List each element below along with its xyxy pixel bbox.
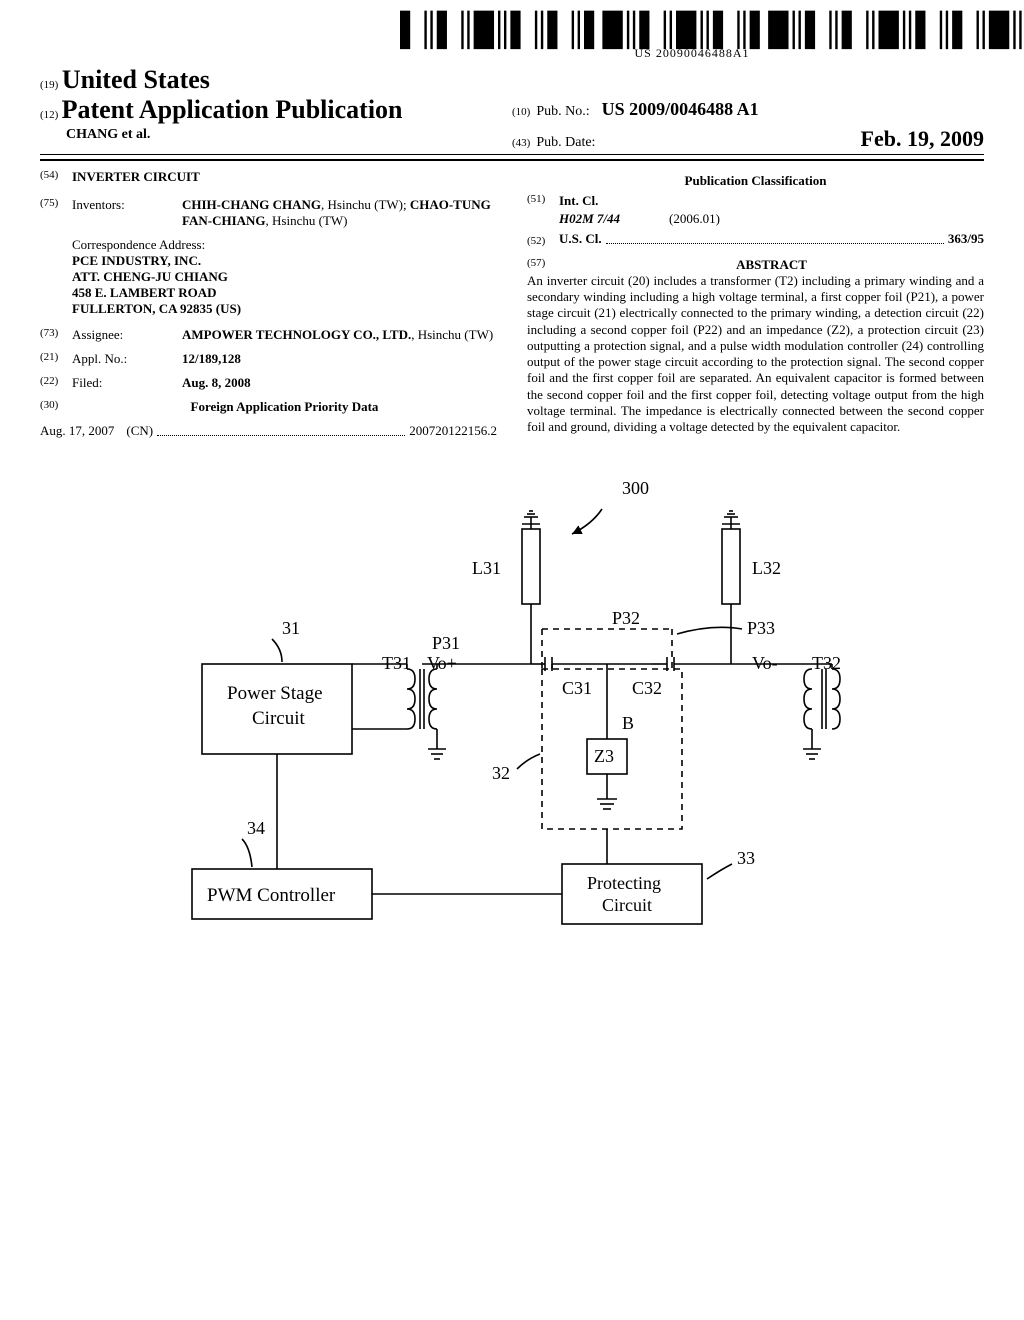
label-300: 300: [622, 478, 649, 498]
filed-num: (22): [40, 375, 72, 391]
svg-text:B: B: [622, 713, 634, 733]
country-num: (19): [40, 79, 58, 91]
corr-line-1: ATT. CHENG-JU CHIANG: [72, 269, 497, 285]
pubdate-label: Pub. Date:: [536, 135, 595, 151]
dotted-line: [157, 425, 405, 436]
authors: CHANG et al.: [66, 127, 150, 142]
title-num: (54): [40, 169, 72, 185]
foreign-title: Foreign Application Priority Data: [72, 399, 497, 415]
svg-text:T31: T31: [382, 653, 411, 673]
svg-text:P33: P33: [747, 618, 775, 638]
applno-num: (21): [40, 351, 72, 367]
abstract-num: (57): [527, 257, 559, 273]
barcode-icon: ▌║▌║█║▌║▌║▌█║▌║█║▌║▌█║▌║▌║█║▌║▌║█║▌: [400, 20, 984, 44]
applno-value: 12/189,128: [182, 351, 497, 367]
pubno-value: US 2009/0046488 A1: [602, 99, 759, 120]
uscl-label: U.S. Cl.: [559, 231, 602, 247]
foreign-num: (30): [40, 399, 72, 415]
abstract-text: An inverter circuit (20) includes a tran…: [527, 273, 984, 436]
filed-value: Aug. 8, 2008: [182, 375, 497, 391]
svg-text:Z3: Z3: [594, 746, 614, 766]
intcl-code: H02M 7/44: [559, 211, 669, 227]
svg-text:Circuit: Circuit: [252, 708, 305, 729]
svg-text:PWM Controller: PWM Controller: [207, 885, 336, 906]
dotted-line-2: [606, 233, 944, 244]
foreign-cc: (CN): [126, 423, 153, 439]
svg-text:L31: L31: [472, 558, 501, 578]
country: United States: [62, 65, 210, 94]
class-title: Publication Classification: [527, 173, 984, 189]
kind: Patent Application Publication: [62, 95, 403, 124]
uscl-num: (52): [527, 235, 559, 247]
inventors-num: (75): [40, 197, 72, 229]
corr-line-3: FULLERTON, CA 92835 (US): [72, 301, 497, 317]
kind-num: (12): [40, 109, 58, 121]
circuit-diagram: 300 L31 L32 P31 P32 P33: [40, 469, 984, 989]
svg-text:Protecting: Protecting: [587, 873, 661, 893]
corr-label: Correspondence Address:: [72, 237, 497, 253]
barcode-block: ▌║▌║█║▌║▌║▌█║▌║█║▌║▌█║▌║▌║█║▌║▌║█║▌ US 2…: [400, 20, 984, 61]
abstract-title: ABSTRACT: [559, 257, 984, 273]
applno-label: Appl. No.:: [72, 351, 182, 367]
intcl-label: Int. Cl.: [559, 193, 598, 209]
svg-text:C31: C31: [562, 678, 592, 698]
svg-text:34: 34: [247, 818, 265, 838]
svg-text:P32: P32: [612, 608, 640, 628]
corr-line-2: 458 E. LAMBERT ROAD: [72, 285, 497, 301]
svg-text:31: 31: [282, 618, 300, 638]
svg-text:C32: C32: [632, 678, 662, 698]
pubdate-value: Feb. 19, 2009: [861, 126, 984, 152]
svg-text:33: 33: [737, 848, 755, 868]
corr-line-0: PCE INDUSTRY, INC.: [72, 253, 497, 269]
svg-text:L32: L32: [752, 558, 781, 578]
inventors-label: Inventors:: [72, 197, 182, 229]
svg-text:P31: P31: [432, 633, 460, 653]
pubdate-num: (43): [512, 137, 530, 149]
foreign-app: 200720122156.2: [409, 423, 497, 439]
title-text: INVERTER CIRCUIT: [72, 169, 200, 185]
assignee-label: Assignee:: [72, 327, 182, 343]
svg-text:Circuit: Circuit: [602, 895, 652, 915]
filed-label: Filed:: [72, 375, 182, 391]
foreign-date: Aug. 17, 2007: [40, 423, 114, 439]
svg-text:Vo-: Vo-: [752, 653, 778, 673]
intcl-ver: (2006.01): [669, 211, 720, 227]
intcl-num: (51): [527, 193, 559, 209]
uscl-value: 363/95: [948, 231, 984, 247]
svg-text:Power Stage: Power Stage: [227, 683, 323, 704]
assignee-num: (73): [40, 327, 72, 343]
pubno-label: Pub. No.:: [536, 104, 589, 120]
svg-text:32: 32: [492, 763, 510, 783]
pubno-num: (10): [512, 106, 530, 118]
